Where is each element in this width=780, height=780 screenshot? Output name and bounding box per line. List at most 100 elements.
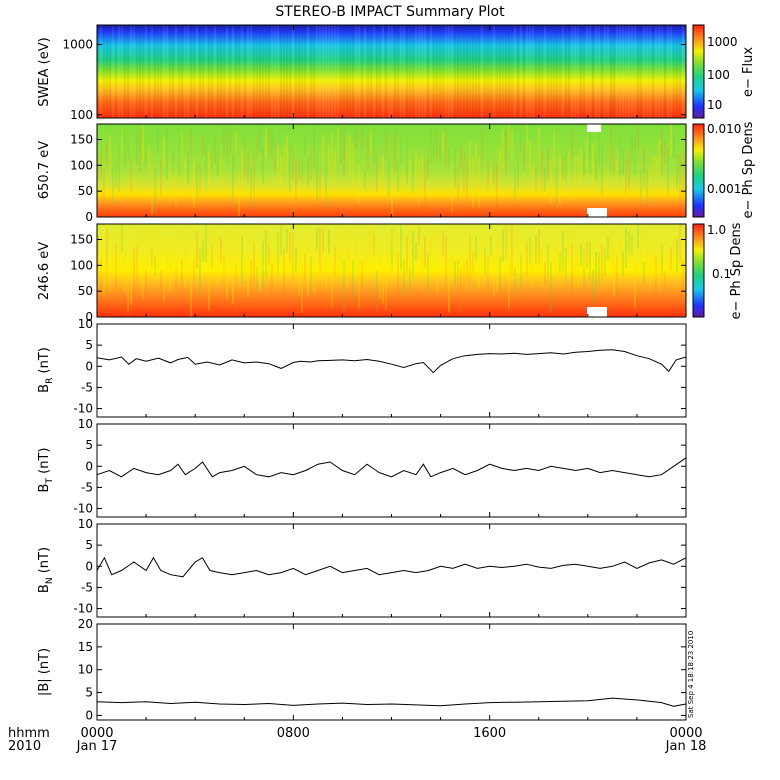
heatmap-streak <box>532 164 534 191</box>
heatmap-streak <box>400 25 402 118</box>
heatmap-streak <box>619 236 621 268</box>
heatmap-streak <box>655 25 657 118</box>
heatmap-streak <box>355 130 357 150</box>
heatmap-streak <box>205 25 207 118</box>
heatmap-streak <box>478 25 480 118</box>
heatmap-streak <box>553 240 555 265</box>
heatmap-streak <box>475 142 477 190</box>
heatmap-streak <box>463 153 465 194</box>
heatmap-streak <box>247 25 249 118</box>
heatmap-streak <box>418 158 420 205</box>
heatmap-streak <box>667 248 669 273</box>
heatmap-streak <box>586 241 588 269</box>
heatmap-streak <box>367 134 369 172</box>
heatmap-streak <box>625 25 627 118</box>
heatmap-streak <box>460 146 462 168</box>
heatmap-streak <box>382 267 384 304</box>
heatmap-streak <box>196 25 198 118</box>
heatmap-streak <box>256 25 258 118</box>
heatmap-streak <box>385 130 387 160</box>
heatmap-streak <box>214 25 216 118</box>
heatmap-streak <box>550 25 552 118</box>
heatmap-streak <box>202 240 204 263</box>
heatmap-streak <box>622 25 624 118</box>
y-tick-label: 100 <box>70 158 93 172</box>
heatmap-streak <box>205 140 207 191</box>
heatmap-streak <box>97 155 99 180</box>
heatmap-streak <box>400 135 402 165</box>
heatmap-streak <box>361 124 363 150</box>
heatmap-streak <box>256 266 258 292</box>
heatmap-streak <box>277 25 279 118</box>
heatmap-streak <box>526 241 528 277</box>
heatmap-streak <box>622 251 624 277</box>
heatmap-streak <box>556 25 558 118</box>
heatmap-streak <box>469 234 471 283</box>
heatmap-streak <box>343 124 345 175</box>
heatmap-streak <box>364 170 366 190</box>
heatmap-streak <box>352 142 354 189</box>
heatmap-streak <box>253 25 255 118</box>
heatmap-streak <box>415 242 417 261</box>
heatmap-streak <box>478 256 480 291</box>
heatmap-streak <box>610 124 612 170</box>
bn-frame <box>96 523 687 618</box>
heatmap-streak <box>409 159 411 185</box>
heatmap-streak <box>526 124 528 151</box>
heatmap-streak <box>622 146 624 175</box>
heatmap-streak <box>571 243 573 292</box>
y-tick-label: 0 <box>85 359 93 373</box>
heatmap-streak <box>559 252 561 274</box>
heatmap-streak <box>370 129 372 157</box>
heatmap-streak <box>478 156 480 208</box>
heatmap-streak <box>310 25 312 118</box>
heatmap-streak <box>259 25 261 118</box>
heatmap-streak <box>658 140 660 176</box>
heatmap-streak <box>307 25 309 118</box>
heatmap-streak <box>598 25 600 118</box>
heatmap-streak <box>655 256 657 303</box>
heatmap-streak <box>208 25 210 118</box>
heatmap-streak <box>256 135 258 158</box>
heatmap-streak <box>514 267 516 299</box>
heatmap-streak <box>658 25 660 118</box>
heatmap-streak <box>643 261 645 283</box>
heatmap-streak <box>613 25 615 118</box>
y-tick-label: 150 <box>70 233 93 247</box>
heatmap-streak <box>112 25 114 118</box>
heatmap-streak <box>289 25 291 118</box>
bn-series-line <box>96 556 687 578</box>
x-tick-date-label: Jan 17 <box>76 739 118 754</box>
heatmap-streak <box>502 229 504 263</box>
heatmap-streak <box>187 236 189 282</box>
heatmap-streak <box>142 125 144 162</box>
heatmap-streak <box>412 231 414 278</box>
heatmap-streak <box>178 25 180 118</box>
heatmap-streak <box>181 259 183 303</box>
bn-ylabel: BN (nT) <box>37 547 55 593</box>
bt-frame <box>96 423 687 518</box>
heatmap-streak <box>133 25 135 118</box>
heatmap-streak <box>379 168 381 197</box>
heatmap-streak <box>295 160 297 202</box>
heatmap-streak <box>421 25 423 118</box>
heatmap-streak <box>514 25 516 118</box>
heatmap-streak <box>538 25 540 118</box>
panel-swea: 1000 100 SWEA (eV) 1000 100 10 e− Flux <box>37 24 756 122</box>
heatmap-streak <box>664 140 666 166</box>
heatmap-streak <box>346 246 348 289</box>
heatmap-streak <box>487 255 489 297</box>
heatmap-streak <box>517 224 519 257</box>
heatmap-streak <box>319 226 321 274</box>
heatmap-streak <box>421 248 423 279</box>
pad-246-colorbar-tick-10: 1.0 <box>707 223 726 237</box>
heatmap-streak <box>100 25 102 118</box>
y-tick-label: 100 <box>70 258 93 272</box>
heatmap-streak <box>247 254 249 298</box>
heatmap-streak <box>265 128 267 159</box>
y-tick-label: 10 <box>78 663 93 677</box>
heatmap-streak <box>274 251 276 273</box>
heatmap-streak <box>448 147 450 169</box>
heatmap-streak <box>577 156 579 180</box>
heatmap-streak <box>241 25 243 118</box>
